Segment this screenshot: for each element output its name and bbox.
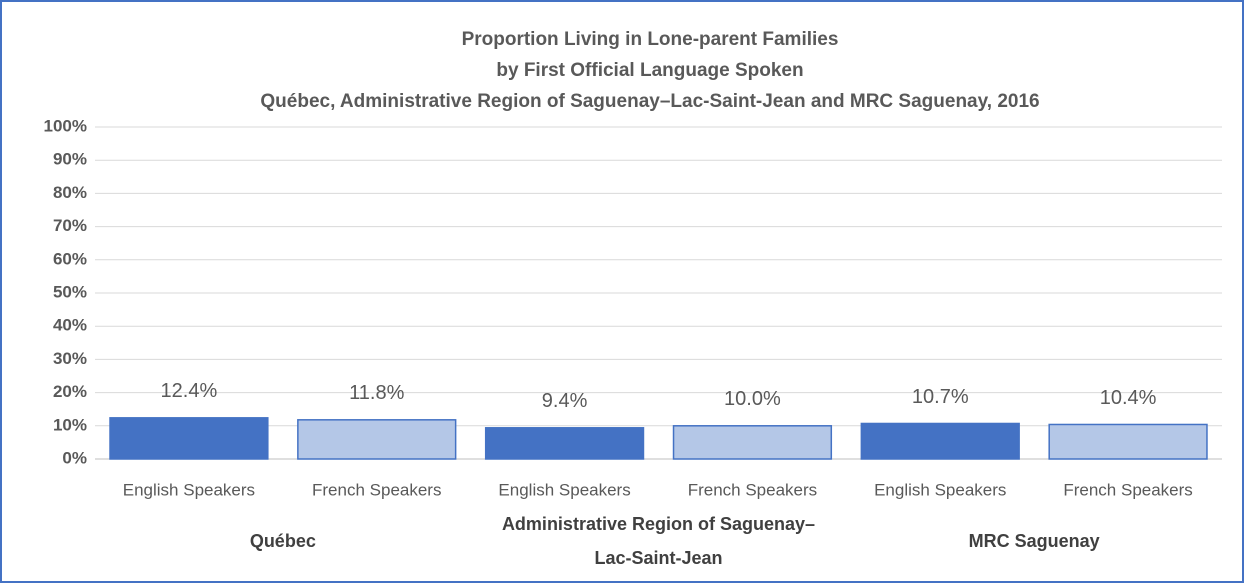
x-tick-label: English Speakers: [498, 480, 630, 499]
y-tick-label: 10%: [53, 415, 87, 434]
x-tick-label: French Speakers: [688, 480, 817, 499]
group-label: MRC Saguenay: [968, 531, 1100, 551]
y-tick-label: 100%: [44, 116, 87, 135]
x-tick-label: English Speakers: [123, 480, 255, 499]
y-tick-label: 90%: [53, 150, 87, 169]
y-tick-label: 30%: [53, 349, 87, 368]
chart-title: Proportion Living in Lone-parent Familie…: [462, 29, 839, 50]
y-tick-label: 70%: [53, 216, 87, 235]
bar: [109, 417, 269, 460]
bar: [297, 419, 457, 460]
group-label: Administrative Region of Saguenay–Lac-Sa…: [501, 514, 816, 568]
y-tick-label: 40%: [53, 316, 87, 335]
group-label: Québec: [249, 531, 316, 551]
y-tick-label: 80%: [53, 183, 87, 202]
value-label: 10.7%: [912, 386, 969, 408]
value-label: 12.4%: [161, 380, 218, 402]
value-label: 10.0%: [724, 388, 781, 410]
chart-title: by First Official Language Spoken: [496, 60, 803, 81]
bar: [672, 425, 833, 460]
chart-title: Québec, Administrative Region of Saguena…: [260, 91, 1039, 112]
y-tick-label: 60%: [53, 249, 87, 268]
bar: [860, 422, 1020, 460]
bar: [484, 427, 645, 460]
value-label: 10.4%: [1100, 387, 1157, 409]
x-tick-label: French Speakers: [312, 480, 441, 499]
y-tick-label: 20%: [53, 382, 87, 401]
value-label: 11.8%: [349, 382, 404, 404]
bar: [1048, 423, 1208, 460]
x-tick-label: English Speakers: [874, 480, 1006, 499]
x-tick-label: French Speakers: [1063, 480, 1192, 499]
value-label: 9.4%: [542, 390, 588, 412]
y-tick-label: 50%: [53, 282, 87, 301]
y-tick-label: 0%: [62, 448, 87, 467]
